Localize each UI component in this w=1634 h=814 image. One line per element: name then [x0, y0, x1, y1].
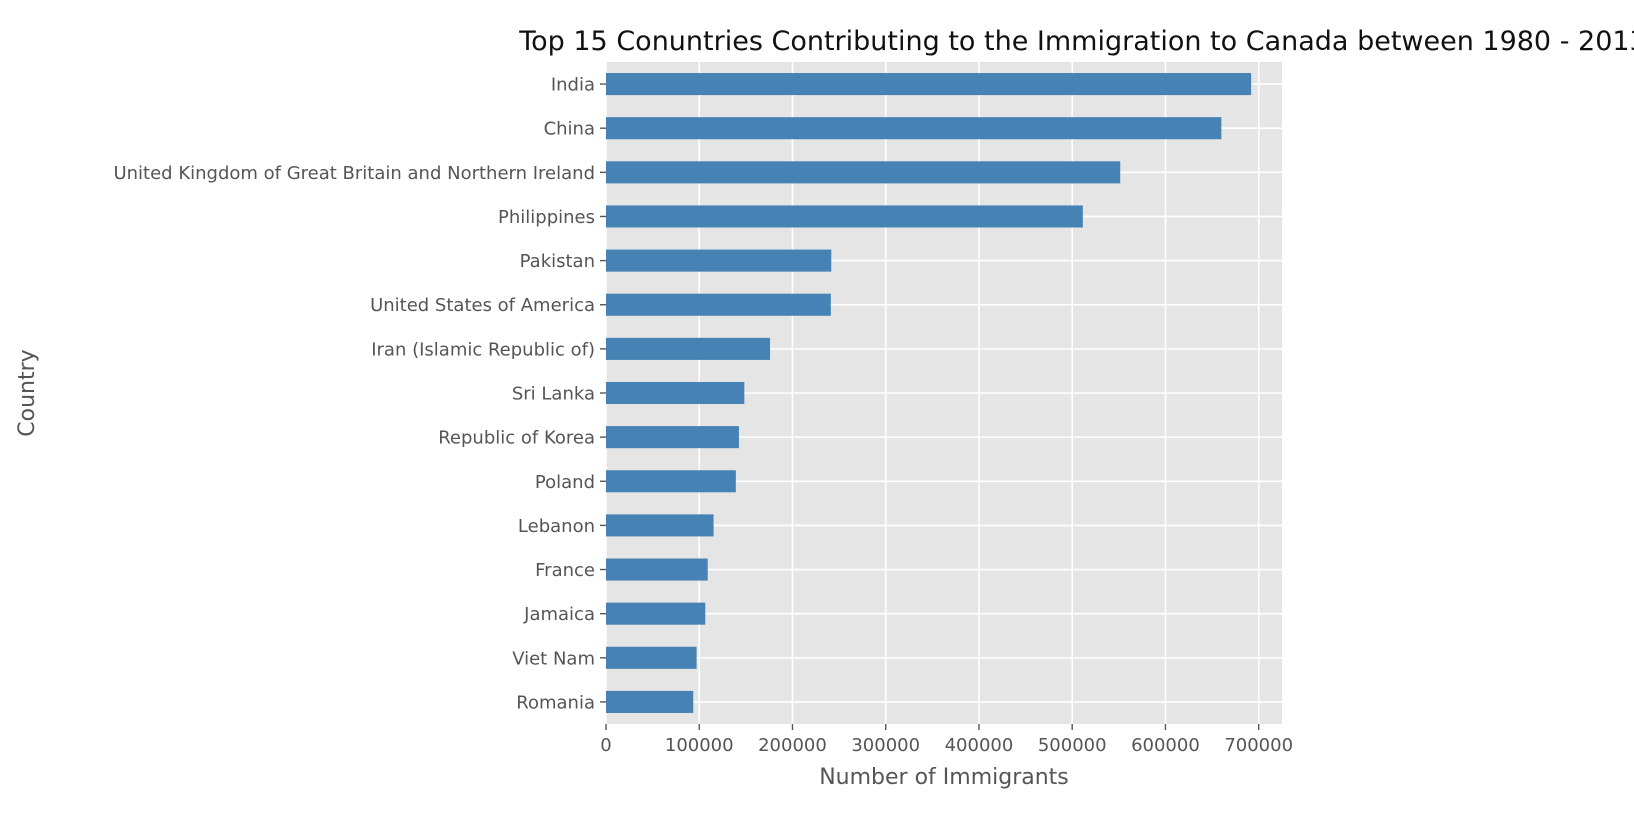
y-tick-label: Viet Nam [512, 648, 595, 669]
y-tick-label: Poland [535, 472, 595, 493]
y-tick-label: Romania [516, 692, 595, 713]
x-axis-label: Number of Immigrants [819, 765, 1069, 790]
bar [606, 381, 745, 405]
bars [606, 73, 1252, 713]
bar [606, 426, 739, 449]
y-tick-label: Lebanon [518, 516, 595, 537]
bar [606, 293, 831, 316]
bar [606, 470, 736, 493]
y-axis-ticks: India China United Kingdom of Great Britai… [113, 75, 606, 713]
y-tick-label: France [535, 560, 595, 581]
y-tick-label: Republic of Korea [438, 428, 595, 449]
x-tick-label: 0 [600, 735, 611, 756]
x-tick-label: 400000 [945, 735, 1014, 756]
bar [606, 249, 832, 272]
bar [606, 558, 708, 581]
x-tick-label: 200000 [758, 735, 827, 756]
y-tick-label: India [551, 75, 595, 96]
x-tick-label: 100000 [665, 735, 734, 756]
bar [606, 602, 706, 625]
x-tick-label: 500000 [1038, 735, 1107, 756]
bar [606, 337, 771, 360]
x-axis-ticks: 0 100000 200000 300000 400000 500000 600000 700… [600, 724, 1293, 756]
bar [606, 514, 714, 537]
bar [606, 690, 694, 713]
y-tick-label: Pakistan [520, 251, 595, 272]
y-tick-label: Iran (Islamic Republic of) [371, 339, 595, 360]
chart-title: Top 15 Conuntries Contributing to the Im… [518, 26, 1634, 57]
y-tick-label: Jamaica [523, 604, 595, 625]
bar [606, 161, 1121, 184]
y-tick-label: Philippines [498, 207, 595, 228]
bar [606, 117, 1222, 140]
y-axis-label: Country [15, 349, 40, 436]
x-tick-label: 700000 [1224, 735, 1293, 756]
bar [606, 205, 1083, 228]
y-tick-label: United States of America [370, 295, 595, 316]
bar [606, 646, 697, 669]
y-tick-label: Sri Lanka [512, 384, 595, 405]
y-tick-label: United Kingdom of Great Britain and Nort… [113, 163, 595, 184]
x-tick-label: 300000 [851, 735, 920, 756]
y-tick-label: China [544, 119, 595, 140]
x-tick-label: 600000 [1131, 735, 1200, 756]
bar [606, 73, 1252, 96]
